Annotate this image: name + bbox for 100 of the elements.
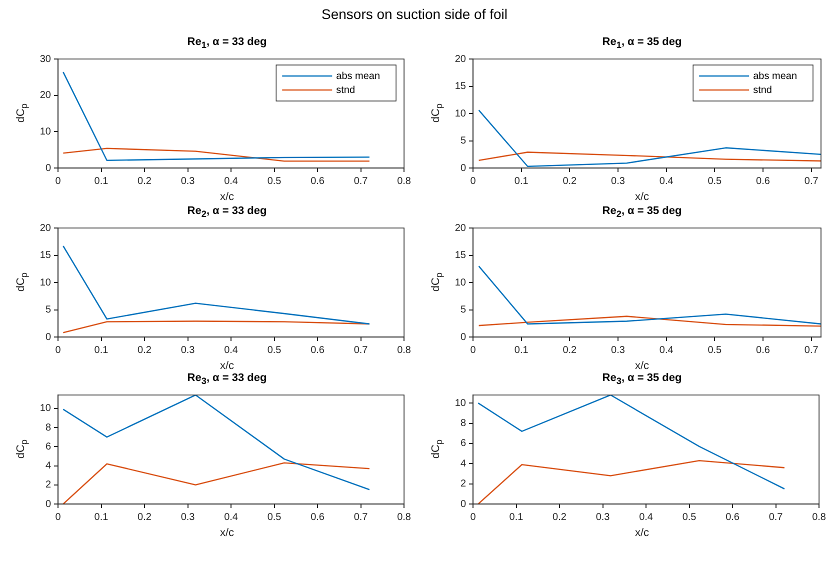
chart-title: Re$_{2}$, α = 35 deg xyxy=(601,205,683,220)
x-tick-label: 0.8 xyxy=(397,176,412,187)
y-tick-label: 15 xyxy=(454,250,466,261)
x-tick-label: 0.5 xyxy=(267,344,282,356)
x-axis-title: x/c xyxy=(634,360,650,372)
chart-title: Re$_{1}$, α = 33 deg xyxy=(186,36,268,50)
x-tick-label: 0 xyxy=(55,176,62,187)
y-tick-label: 0 xyxy=(45,162,52,174)
x-tick-label: 0.7 xyxy=(354,176,368,187)
y-tick-label: 10 xyxy=(454,277,466,288)
x-tick-label: 0.3 xyxy=(180,344,196,356)
text: Sensors on suction side of foil xyxy=(320,6,508,22)
x-tick-label: 0.3 xyxy=(180,512,196,523)
x-tick-label: 0 xyxy=(55,344,62,356)
x-tick-label: 0.7 xyxy=(354,512,368,523)
y-tick-label: 2 xyxy=(45,480,52,491)
x-tick-label: 0.6 xyxy=(310,344,325,356)
chart-title: Re$_{1}$, α = 35 deg xyxy=(601,36,683,50)
x-axis-title: x/c xyxy=(218,191,236,203)
x-tick-label: 0.1 xyxy=(94,512,109,523)
y-tick-label: 8 xyxy=(460,418,466,430)
x-tick-label: 0.2 xyxy=(138,512,152,523)
x-tick-label: 0.5 xyxy=(708,344,722,356)
x-tick-label: 0.2 xyxy=(138,176,152,187)
x-tick-label: 0.5 xyxy=(682,512,697,523)
x-tick-label: 0.8 xyxy=(397,512,412,523)
x-tick-label: 0.7 xyxy=(768,512,784,523)
x-tick-label: 0.1 xyxy=(94,344,109,356)
y-tick-label: 10 xyxy=(40,277,52,288)
x-tick-label: 0.2 xyxy=(552,512,567,523)
legend-label: abs mean xyxy=(753,70,798,82)
legend-label: abs mean xyxy=(336,70,380,82)
y-tick-label: 5 xyxy=(460,136,466,146)
x-axis-title: x/c xyxy=(634,191,650,203)
y-tick-label: 4 xyxy=(460,458,466,470)
legend-label: stnd xyxy=(753,84,772,96)
x-tick-label: 0 xyxy=(55,512,62,523)
y-tick-label: 0 xyxy=(460,332,466,343)
y-tick-label: 0 xyxy=(460,162,466,174)
y-tick-label: 20 xyxy=(40,90,52,102)
y-tick-label: 0 xyxy=(45,498,52,510)
x-tick-label: 0.7 xyxy=(804,344,819,356)
y-tick-label: 6 xyxy=(460,438,466,450)
x-tick-label: 0.6 xyxy=(726,512,740,523)
x-tick-label: 0.4 xyxy=(224,176,238,187)
chart-title: Re$_{3}$, α = 35 deg xyxy=(601,372,683,386)
x-tick-label: 0.4 xyxy=(224,512,238,523)
x-axis-title: x/c xyxy=(218,527,236,539)
y-tick-label: 10 xyxy=(454,108,466,120)
x-tick-label: 0.1 xyxy=(514,344,529,356)
x-axis-title: x/c xyxy=(634,527,650,539)
x-tick-label: 0 xyxy=(470,512,476,523)
x-tick-label: 0.3 xyxy=(611,176,626,187)
y-tick-label: 20 xyxy=(454,54,466,65)
x-tick-label: 0.3 xyxy=(180,176,196,187)
x-tick-label: 0 xyxy=(470,176,476,187)
y-tick-label: 30 xyxy=(40,54,52,65)
y-tick-label: 5 xyxy=(45,304,52,316)
x-tick-label: 0.2 xyxy=(562,176,578,187)
y-tick-label: 20 xyxy=(454,222,466,234)
y-tick-label: 4 xyxy=(45,460,52,472)
x-tick-label: 0.4 xyxy=(659,344,674,356)
x-tick-label: 0.4 xyxy=(659,176,674,187)
x-tick-label: 0.6 xyxy=(756,344,770,356)
y-tick-label: 8 xyxy=(45,422,52,434)
x-tick-label: 0.2 xyxy=(562,344,578,356)
x-tick-label: 0.5 xyxy=(267,512,282,523)
x-tick-label: 0.6 xyxy=(310,176,325,187)
x-tick-label: 0.2 xyxy=(138,344,152,356)
x-tick-label: 0.8 xyxy=(812,512,826,523)
x-tick-label: 0.6 xyxy=(310,512,325,523)
y-tick-label: 0 xyxy=(460,498,466,510)
x-tick-label: 0.1 xyxy=(94,176,109,187)
x-tick-label: 0.7 xyxy=(354,344,368,356)
x-tick-label: 0.6 xyxy=(756,176,770,187)
x-tick-label: 0.4 xyxy=(639,512,654,523)
y-tick-label: 10 xyxy=(40,126,52,138)
x-tick-label: 0.4 xyxy=(224,344,238,356)
y-tick-label: 20 xyxy=(40,222,52,234)
y-tick-label: 6 xyxy=(45,441,52,452)
y-tick-label: 15 xyxy=(454,81,466,92)
chart-title: Re$_{2}$, α = 33 deg xyxy=(186,205,268,220)
x-tick-label: 0.8 xyxy=(397,344,412,356)
x-axis-title: x/c xyxy=(218,360,236,372)
x-tick-label: 0 xyxy=(470,344,476,356)
y-tick-label: 5 xyxy=(460,304,466,316)
y-tick-label: 10 xyxy=(40,403,52,414)
x-tick-label: 0.5 xyxy=(708,176,722,187)
x-tick-label: 0.3 xyxy=(596,512,610,523)
y-tick-label: 10 xyxy=(454,398,466,409)
legend-label: stnd xyxy=(336,84,356,96)
y-tick-label: 2 xyxy=(460,478,466,490)
y-tick-label: 15 xyxy=(40,250,52,261)
chart-title: Re$_{3}$, α = 33 deg xyxy=(186,372,268,386)
x-tick-label: 0.5 xyxy=(267,176,282,187)
y-tick-label: 0 xyxy=(45,332,52,343)
x-tick-label: 0.1 xyxy=(514,176,529,187)
x-tick-label: 0.3 xyxy=(611,344,626,356)
x-tick-label: 0.7 xyxy=(804,176,819,187)
x-tick-label: 0.1 xyxy=(509,512,524,523)
